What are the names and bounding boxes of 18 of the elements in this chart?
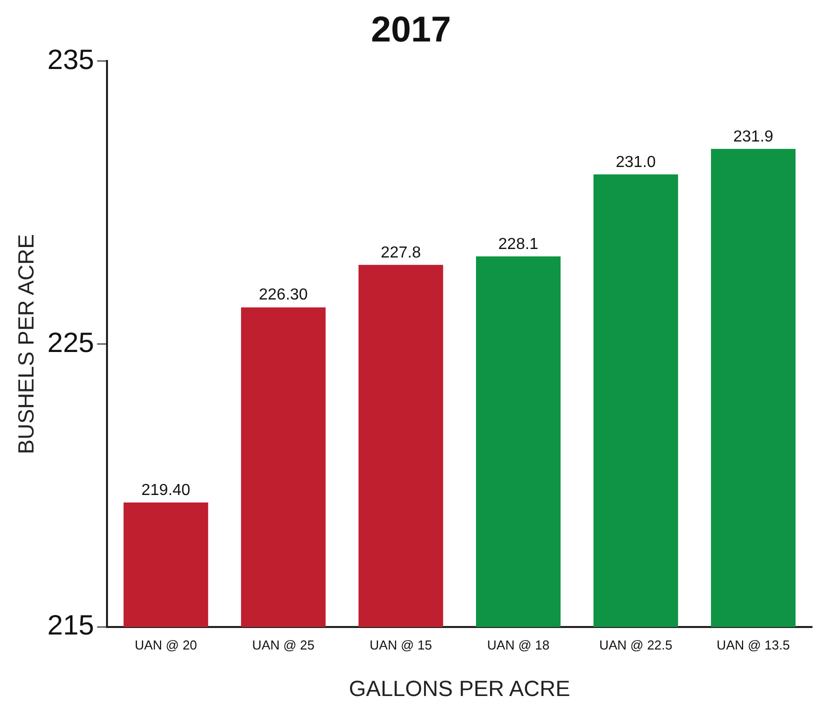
y-tick-label: 225: [47, 326, 94, 358]
data-label: 228.1: [498, 236, 538, 253]
data-label: 227.8: [380, 244, 421, 262]
data-label: 219.40: [141, 482, 190, 499]
y-axis-title: BUSHELS PER ACRE: [13, 234, 38, 454]
x-axis-title: GALLONS PER ACRE: [348, 676, 570, 701]
y-tick-label: 235: [47, 44, 94, 75]
x-tick-label: UAN @ 22.5: [599, 637, 672, 652]
chart-title: 2017: [370, 8, 452, 50]
x-tick-label: UAN @ 18: [487, 637, 550, 652]
x-tick-label: UAN @ 15: [370, 637, 432, 652]
data-label: 231.0: [616, 154, 656, 171]
x-tick-label: UAN @ 13.5: [716, 637, 790, 652]
data-label: 226.30: [258, 286, 308, 304]
y-tick-label: 215: [47, 610, 94, 641]
x-tick-label: UAN @ 20: [134, 637, 198, 652]
data-label: 231.9: [733, 128, 774, 146]
x-tick-label: UAN @ 25: [252, 637, 314, 652]
